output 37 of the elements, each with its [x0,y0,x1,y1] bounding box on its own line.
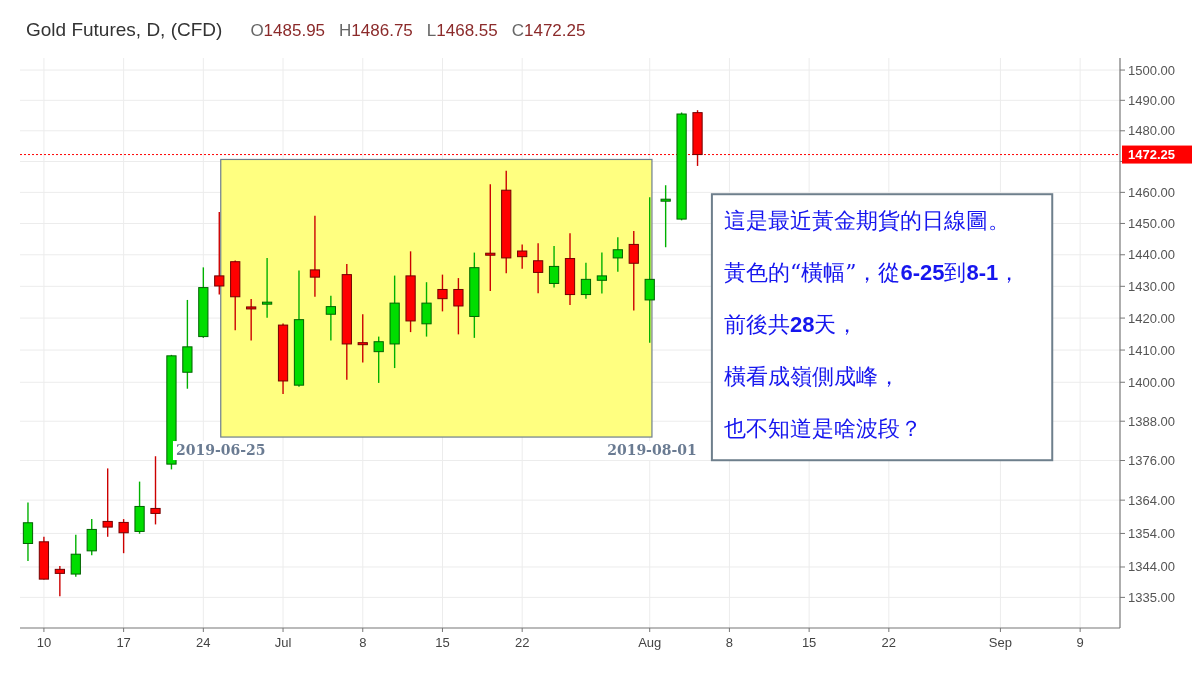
chart-subtitle: O1485.95 H1486.75 L1468.55 C1472.25 [250,21,586,40]
annotation: 黃色的“橫幅”，從6-25到8-1， [723,260,1021,286]
y-tick-label: 1440.00 [1128,247,1175,263]
y-tick-label: 1410.00 [1128,342,1175,358]
y-tick-label: 1344.00 [1128,559,1175,575]
y-tick-label: 1490.00 [1128,92,1175,108]
x-tick-label: 17 [116,635,131,650]
y-tick-label: 1364.00 [1128,492,1175,508]
x-tick-label: Sep [988,635,1013,650]
annotation: 這是最近黃金期貨的日線圖。 [723,208,1010,234]
ref-line-label: 1472.25 [1128,147,1175,163]
x-tick-label: 9 [1076,635,1084,650]
x-tick-label: 22 [881,635,897,650]
x-tick-label: 15 [801,635,817,650]
y-tick-label: 1480.00 [1128,123,1175,139]
x-tick-label: 24 [196,635,211,650]
y-tick-label: 1354.00 [1128,525,1175,541]
annotation: 前後共28天， [723,312,859,338]
x-tick-label: Aug [638,635,662,650]
annotation: 也不知道是啥波段？ [723,416,922,442]
y-tick-label: 1335.00 [1128,589,1175,605]
y-tick-label: 1430.00 [1128,278,1175,294]
annotation: 橫看成嶺側成峰， [723,364,900,390]
y-tick-label: 1500.00 [1128,62,1175,78]
y-tick-label: 1388.00 [1128,413,1175,429]
x-tick-label: 15 [435,635,450,650]
x-tick-label: Jul [274,635,292,650]
chart-title: Gold Futures, D, (CFD) [26,19,223,40]
y-tick-label: 1450.00 [1128,215,1175,231]
y-tick-label: 1376.00 [1128,453,1175,469]
y-tick-label: 1400.00 [1128,374,1175,390]
x-tick-label: 8 [359,635,367,650]
x-tick-label: 10 [36,635,52,650]
y-tick-label: 1420.00 [1128,310,1175,326]
y-tick-label: 1460.00 [1128,184,1175,200]
x-tick-label: 22 [514,635,530,650]
x-tick-label: 8 [725,635,734,650]
